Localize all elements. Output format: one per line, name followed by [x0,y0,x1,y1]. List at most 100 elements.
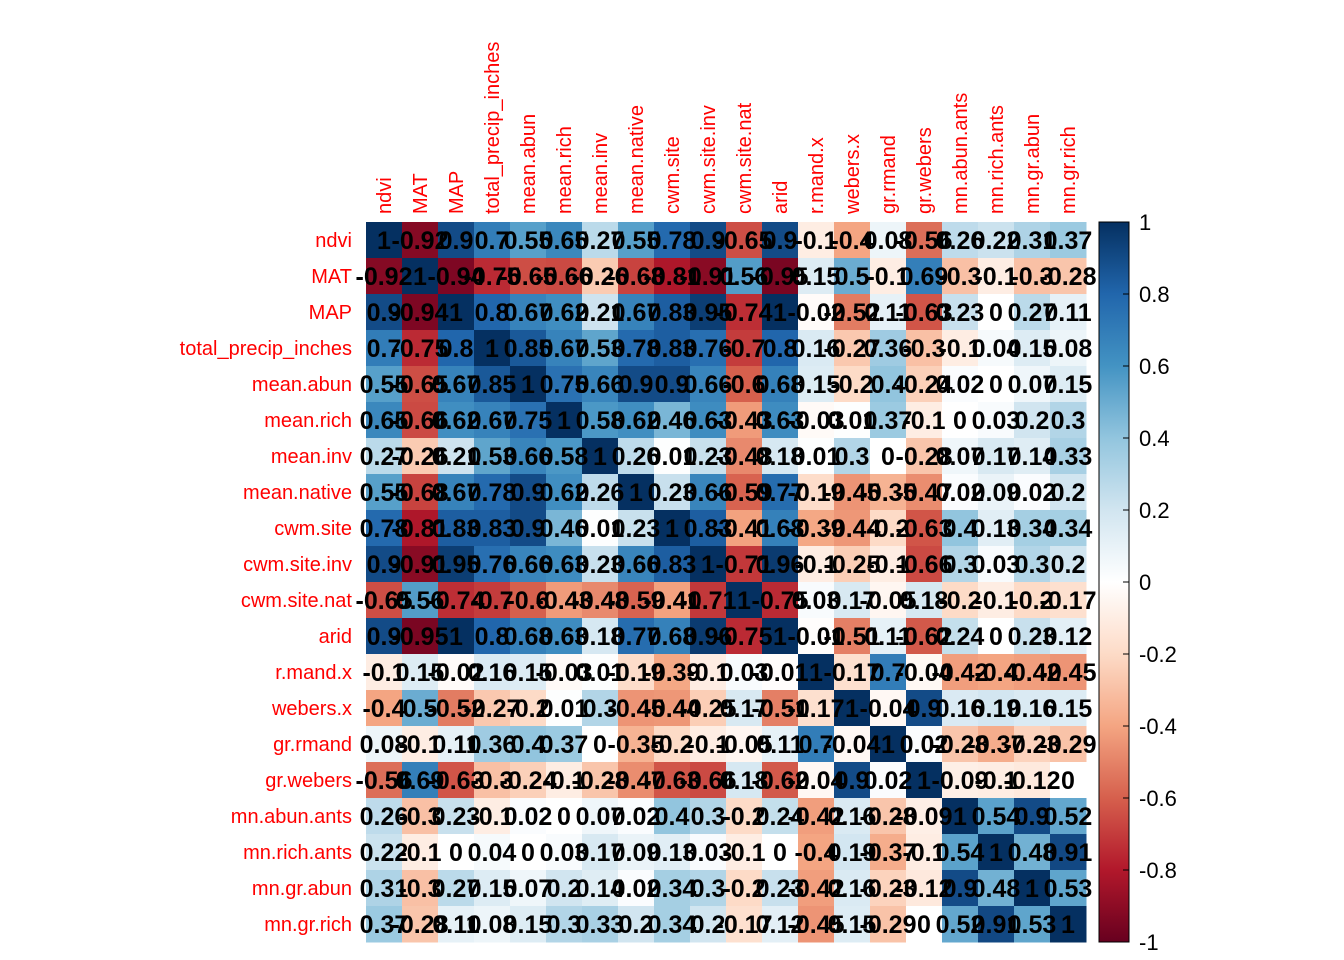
cell-value: -0.44 [644,695,701,723]
heatmap-cell [798,222,835,259]
heatmap-cell [978,690,1015,727]
column-label: mean.inv [590,133,612,214]
heatmap-cell [438,330,475,367]
cell-value: -0.71 [680,587,737,615]
heatmap-cell [510,654,547,691]
heatmap-cell [654,510,691,547]
heatmap-cell [978,546,1015,583]
cell-value: 0.3 [1015,551,1050,579]
cell-value: 0.55 [504,227,553,255]
cell-value: -0.48 [572,587,629,615]
heatmap-cell [834,294,871,331]
cell-value: 0.22 [972,227,1021,255]
cell-value: 0.27 [1008,299,1057,327]
heatmap-cell [438,294,475,331]
cell-value: -0.37 [968,731,1025,759]
heatmap-cell [870,906,907,943]
cell-value: 1 [989,839,1003,867]
heatmap-cell [546,582,583,619]
cell-value: -0.75 [716,623,773,651]
heatmap-cell [978,906,1015,943]
cell-value: 0 [989,299,1003,327]
heatmap-cell [798,582,835,619]
heatmap-cell [546,762,583,799]
heatmap-cell [402,510,439,547]
cell-value: -0.95 [752,263,809,291]
cell-value: -0.25 [824,551,881,579]
cell-value: 1 [593,443,607,471]
colorbar-tick-label: -1 [1139,930,1159,955]
heatmap-cell [582,582,619,619]
heatmap-cell [366,438,403,475]
heatmap-cell [870,618,907,655]
cell-value: 0.3 [835,443,870,471]
cell-value: -0.75 [392,335,449,363]
column-label: mn.abun.ants [950,93,972,214]
heatmap-cell [546,690,583,727]
heatmap-cell [762,546,799,583]
heatmap-cell [762,906,799,943]
heatmap-cell [942,762,979,799]
cell-value: -0.19 [788,479,845,507]
cell-value: 0.08 [468,911,517,939]
heatmap-cell [438,546,475,583]
heatmap-cell [834,330,871,367]
cell-value: 0.75 [504,407,553,435]
cell-value: 0.33 [576,911,625,939]
cell-value: 0.4 [511,731,546,759]
cell-value: 0.04 [468,839,517,867]
row-label: total_precip_inches [180,338,352,360]
cell-value: -0.27 [464,695,521,723]
heatmap-cell [1050,762,1087,799]
heatmap-cell [906,834,943,871]
cell-value: -0.47 [896,479,953,507]
heatmap-cell [618,654,655,691]
heatmap-cell [942,726,979,763]
heatmap-cell [366,366,403,403]
heatmap-cell [834,654,871,691]
heatmap-cell [870,690,907,727]
heatmap-cell [834,906,871,943]
cell-value: -0.74 [428,587,485,615]
heatmap-cell [510,582,547,619]
heatmap-cell [942,618,979,655]
cell-value: -0.29 [860,911,917,939]
cell-value: -0.66 [896,551,953,579]
heatmap-cell [798,834,835,871]
heatmap-cell [726,402,763,439]
column-label: ndvi [374,177,396,214]
cell-value: -0.12 [896,875,953,903]
row-label: mean.rich [264,410,352,432]
heatmap-cell [654,258,691,295]
heatmap-cell [366,690,403,727]
heatmap-cell [474,510,511,547]
cell-value: 0.58 [576,407,625,435]
cell-value: 0.3 [691,875,726,903]
column-label: mn.gr.abun [1022,114,1044,214]
heatmap-cell [618,546,655,583]
heatmap-cell [798,690,835,727]
heatmap-cell [1014,726,1051,763]
cell-value: -0.47 [608,767,665,795]
cell-value: 0.15 [1044,371,1093,399]
cell-value: 0.9 [511,515,546,543]
cell-value: 0.9 [655,371,690,399]
cell-value: 0.83 [648,335,697,363]
heatmap-cell [654,906,691,943]
cell-value: 0.67 [432,371,481,399]
cell-value: 0.9 [763,227,798,255]
cell-value: 0.63 [684,407,733,435]
heatmap-cell [402,546,439,583]
heatmap-cell [474,258,511,295]
cell-value: 0 [1061,767,1075,795]
column-label: gr.rmand [878,135,900,214]
cell-value: -0.35 [860,479,917,507]
heatmap-cell [834,798,871,835]
row-label: mean.inv [271,446,352,468]
cell-value: -0.2 [938,587,981,615]
cell-value: 0.7 [799,731,834,759]
cell-value: 0.09 [612,839,661,867]
heatmap-cell [690,546,727,583]
cell-value: 0.68 [756,515,805,543]
